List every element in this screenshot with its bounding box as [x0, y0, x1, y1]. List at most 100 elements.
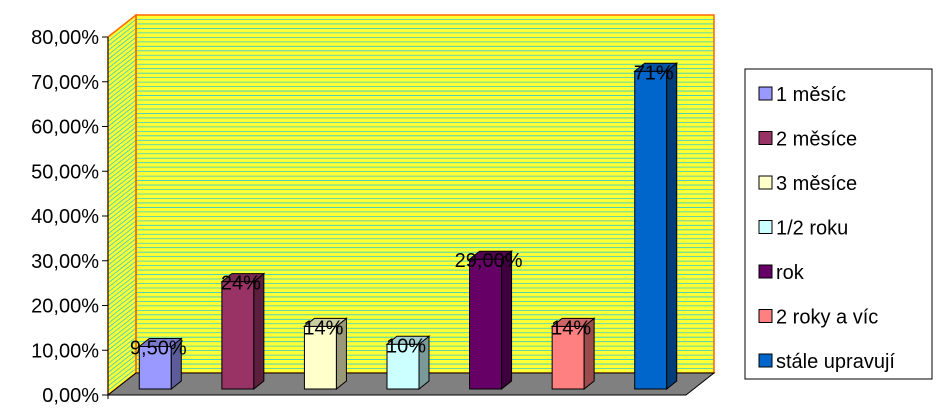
- gridline: [107, 296, 137, 320]
- gridline: [107, 314, 137, 338]
- gridline: [107, 37, 137, 60]
- gridline: [107, 86, 137, 109]
- gridline: [107, 193, 137, 217]
- y-tick-label: 80,00%: [31, 27, 99, 49]
- bar-top: [550, 317, 596, 327]
- gridline: [107, 63, 137, 87]
- gridline: [107, 90, 137, 114]
- gridline: [107, 122, 137, 145]
- gridline: [107, 354, 137, 378]
- gridline: [107, 126, 137, 150]
- gridline: [107, 211, 137, 235]
- gridline: [107, 198, 137, 221]
- gridline: [107, 310, 137, 333]
- gridline: [107, 305, 137, 329]
- gridline: [107, 28, 137, 51]
- legend-label: 2 měsíce: [776, 129, 857, 151]
- legend-swatch: [758, 220, 773, 234]
- bar-front: [551, 325, 585, 390]
- data-label: 29,00%: [455, 250, 523, 272]
- gridline: [107, 32, 137, 56]
- bar-top: [633, 62, 679, 72]
- y-tick-label: 30,00%: [31, 251, 99, 273]
- legend-label: 3 měsíce: [776, 173, 857, 195]
- bar-top: [468, 250, 513, 260]
- gridline: [107, 363, 137, 387]
- gridline: [107, 72, 137, 96]
- gridline: [107, 117, 137, 141]
- data-label: 71%: [634, 62, 674, 84]
- y-tick-label: 60,00%: [31, 117, 99, 139]
- gridline: [107, 359, 137, 382]
- gridline: [107, 202, 137, 226]
- gridline: [107, 345, 137, 369]
- bar-front: [469, 258, 503, 390]
- gridline: [107, 131, 137, 154]
- gridline: [107, 81, 137, 105]
- gridline: [107, 175, 137, 199]
- gridline: [107, 135, 137, 159]
- legend-swatch: [758, 309, 773, 323]
- data-label: 10%: [386, 335, 426, 357]
- gridline: [107, 260, 137, 284]
- gridline: [107, 68, 137, 92]
- data-labels: 9,50% 24% 14% 10% 29,00% 14% 71%: [130, 62, 674, 359]
- gridline: [107, 256, 137, 279]
- gridline: [107, 318, 137, 342]
- y-tick-label: 40,00%: [31, 206, 99, 228]
- gridline: [107, 95, 137, 118]
- y-tick-label: 70,00%: [31, 72, 99, 94]
- legend-swatch: [758, 264, 773, 279]
- gridline: [107, 233, 137, 257]
- gridline: [107, 323, 137, 347]
- gridline: [107, 148, 137, 172]
- gridline: [107, 350, 137, 373]
- gridline: [107, 301, 137, 324]
- bar-top: [303, 317, 348, 327]
- bars: [137, 62, 679, 391]
- y-axis: 0,00% 10,00% 20,00% 30,00% 40,00% 50,00% 60,00…: [31, 27, 109, 407]
- gridline: [107, 46, 137, 69]
- gridline: [107, 54, 137, 78]
- gridline: [107, 41, 137, 65]
- bar-top: [137, 337, 183, 347]
- gridline: [107, 104, 137, 127]
- gridline: [107, 251, 137, 275]
- gridline: [107, 108, 137, 132]
- gridline: [107, 287, 137, 311]
- legend-swatch: [758, 175, 773, 190]
- legend-label: 1 měsíc: [776, 84, 846, 106]
- y-tick-label: 20,00%: [31, 296, 99, 318]
- gridline: [107, 59, 137, 83]
- gridline: [107, 207, 137, 230]
- gridline: [107, 50, 137, 74]
- gridline: [107, 274, 137, 297]
- gridline: [107, 157, 137, 181]
- data-label: 14%: [303, 317, 343, 339]
- y-tick-label: 0,00%: [42, 385, 99, 407]
- gridline: [107, 332, 137, 356]
- gridline: [107, 327, 137, 351]
- gridline: [107, 162, 137, 185]
- gridline: [107, 23, 137, 47]
- gridline: [107, 265, 137, 288]
- gridline: [107, 166, 137, 190]
- gridline: [107, 171, 137, 194]
- legend-label: 1/2 roku: [776, 218, 848, 240]
- gridline: [107, 153, 137, 177]
- gridline: [107, 247, 137, 271]
- bar-top: [385, 335, 431, 345]
- gridline: [107, 113, 137, 136]
- legend-swatch: [758, 353, 773, 368]
- y-tick-label: 50,00%: [31, 161, 99, 183]
- gridline: [107, 180, 137, 203]
- gridline: [107, 19, 137, 42]
- gridline: [107, 242, 137, 266]
- legend-label: stále upravují: [776, 351, 895, 373]
- gridline: [107, 216, 137, 239]
- y-tick-label: 10,00%: [31, 340, 99, 362]
- legend-box: [744, 68, 933, 380]
- bar-front: [138, 345, 172, 390]
